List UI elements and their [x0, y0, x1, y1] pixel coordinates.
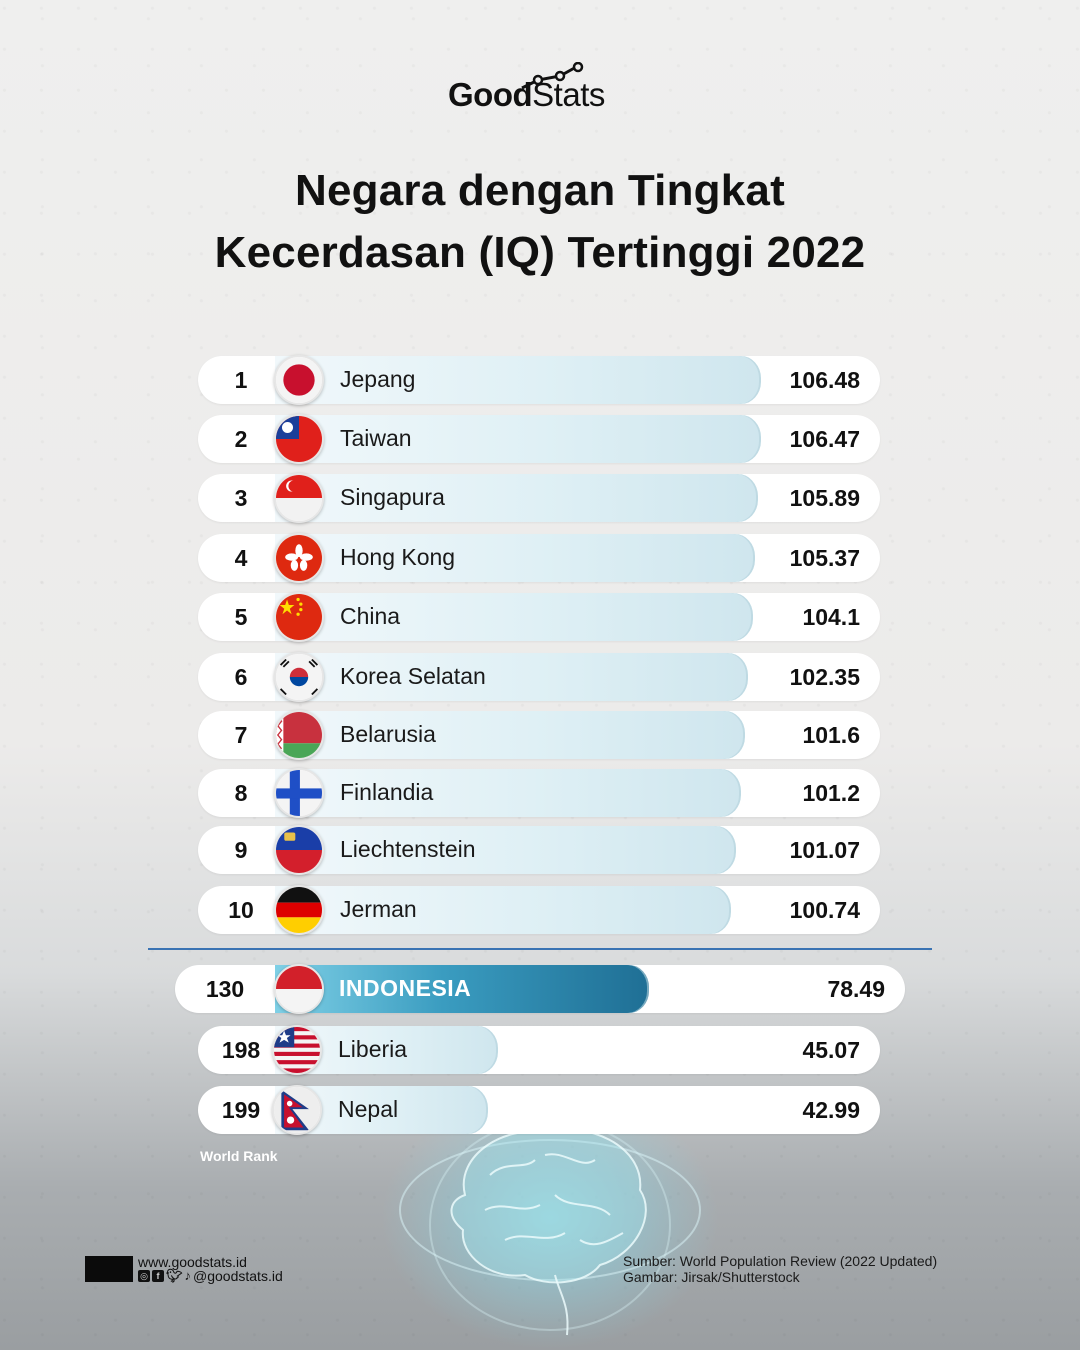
ranking-row-3: 3 Singapura 105.89 — [198, 473, 880, 523]
value-bar — [275, 826, 738, 874]
germany-flag-icon — [274, 885, 324, 935]
value-bar — [275, 711, 747, 759]
value-bar — [275, 415, 763, 463]
country-name: Jerman — [340, 896, 417, 922]
iq-value: 101.07 — [789, 837, 860, 863]
footer-credits: Sumber: World Population Review (2022 Up… — [623, 1253, 937, 1285]
rank-number: 130 — [205, 976, 245, 1002]
value-bar — [275, 474, 760, 522]
ranking-row-1: 1 Jepang 106.48 — [198, 355, 880, 405]
twitter-icon[interactable]: 🐦︎ — [166, 1268, 183, 1283]
page-title: Negara dengan Tingkat Kecerdasan (IQ) Te… — [0, 160, 1080, 284]
rank-number: 10 — [228, 897, 254, 923]
tiktok-icon[interactable]: ♪ — [184, 1268, 192, 1283]
country-name: Nepal — [338, 1096, 399, 1122]
country-name: Hong Kong — [340, 544, 456, 570]
rank-number: 6 — [234, 664, 248, 690]
indonesia-flag-icon — [274, 964, 324, 1014]
rank-number: 1 — [234, 367, 248, 393]
taiwan-flag-icon — [274, 414, 324, 464]
trend-line-icon — [521, 62, 584, 90]
world-rank-label: World Rank — [200, 1148, 278, 1164]
iq-value: 102.35 — [789, 664, 860, 690]
ranking-row-2: 2 Taiwan 106.47 — [198, 414, 880, 464]
iq-value: 100.74 — [789, 897, 860, 923]
title-line-2: Kecerdasan (IQ) Tertinggi 2022 — [214, 228, 866, 277]
ranking-row-nepal: 199 Nepal 42.99 — [198, 1085, 880, 1135]
rank-number: 4 — [234, 545, 248, 571]
website-link[interactable]: www.goodstats.id — [138, 1254, 247, 1270]
ranking-row-5: 5 China 104.1 — [198, 592, 880, 642]
liechtenstein-flag-icon — [274, 825, 324, 875]
ranking-row-9: 9 Liechtenstein 101.07 — [198, 825, 880, 875]
nepal-flag-icon — [272, 1085, 322, 1135]
japan-flag-icon — [274, 355, 324, 405]
finland-flag-icon — [274, 768, 324, 818]
image-credit: Gambar: Jirsak/Shutterstock — [623, 1269, 800, 1285]
ranking-row-6: 6 Korea Selatan 102.35 — [198, 652, 880, 702]
ranking-row-10: 10 Jerman 100.74 — [198, 885, 880, 935]
iq-value: 45.07 — [802, 1037, 860, 1063]
country-name: Singapura — [340, 484, 445, 510]
rank-number: 198 — [221, 1037, 261, 1063]
iq-value: 105.37 — [789, 545, 860, 571]
iq-value: 106.48 — [789, 367, 860, 393]
rank-number: 2 — [234, 426, 248, 452]
belarus-flag-icon — [274, 710, 324, 760]
facebook-icon[interactable]: f — [152, 1270, 164, 1282]
value-bar — [275, 769, 743, 817]
section-divider — [148, 948, 932, 950]
rank-number: 8 — [234, 780, 248, 806]
country-name: Jepang — [340, 366, 416, 392]
source-credit: Sumber: World Population Review (2022 Up… — [623, 1253, 938, 1269]
singapore-flag-icon — [274, 473, 324, 523]
title-line-1: Negara dengan Tingkat — [295, 166, 785, 215]
value-bar — [275, 534, 757, 582]
country-name: China — [340, 603, 401, 629]
goodstats-logo: GoodStats — [448, 62, 638, 118]
country-name: Korea Selatan — [340, 663, 486, 689]
country-name: Taiwan — [340, 425, 412, 451]
iq-value: 78.49 — [827, 976, 885, 1002]
country-name: Liberia — [338, 1036, 408, 1062]
value-bar — [275, 653, 750, 701]
ranking-row-4: 4 Hong Kong 105.37 — [198, 533, 880, 583]
country-name: INDONESIA — [339, 975, 472, 1001]
social-links: ◎ f 🐦︎ ♪ @goodstats.id — [138, 1268, 283, 1284]
rank-number: 3 — [234, 485, 248, 511]
iq-value: 42.99 — [802, 1097, 860, 1123]
instagram-icon[interactable]: ◎ — [138, 1270, 150, 1282]
iq-value: 101.6 — [802, 722, 860, 748]
iq-value: 105.89 — [789, 485, 860, 511]
logo-good-text: Good — [448, 76, 533, 113]
iq-value: 104.1 — [802, 604, 860, 630]
social-handle[interactable]: @goodstats.id — [193, 1268, 283, 1284]
country-name: Liechtenstein — [340, 836, 476, 862]
brain-illustration-icon — [399, 1119, 701, 1336]
ranking-row-7: 7 Belarusia 101.6 — [198, 710, 880, 760]
logo-stats-text: Stats — [532, 76, 605, 113]
china-flag-icon — [274, 592, 324, 642]
ranking-row-indonesia: 130 INDONESIA 78.49 — [175, 964, 905, 1014]
rank-number: 7 — [234, 722, 248, 748]
country-name: Belarusia — [340, 721, 436, 747]
value-bar — [275, 593, 755, 641]
liberia-flag-icon — [272, 1025, 322, 1075]
rank-number: 199 — [221, 1097, 261, 1123]
brand-block — [85, 1256, 133, 1282]
rank-number: 9 — [234, 837, 248, 863]
rank-number: 5 — [234, 604, 248, 630]
country-name: Finlandia — [340, 779, 434, 805]
ranking-row-liberia: 198 Liberia 45.07 — [198, 1025, 880, 1075]
south-korea-flag-icon — [274, 652, 324, 702]
value-bar-highlight — [275, 965, 651, 1013]
ranking-row-8: 8 Finlandia 101.2 — [198, 768, 880, 818]
hong-kong-flag-icon — [274, 533, 324, 583]
iq-value: 101.2 — [802, 780, 860, 806]
value-bar — [275, 356, 763, 404]
iq-value: 106.47 — [789, 426, 860, 452]
value-bar — [275, 886, 733, 934]
